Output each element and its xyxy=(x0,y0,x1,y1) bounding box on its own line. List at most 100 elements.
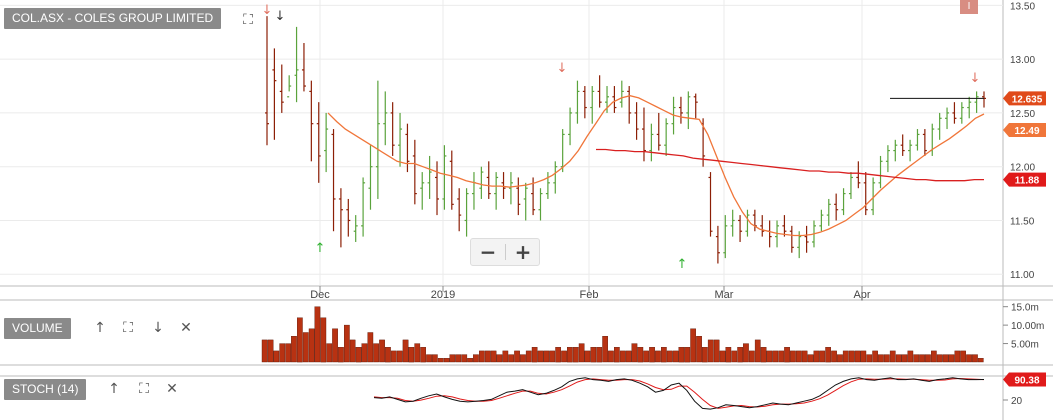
volume-bar xyxy=(396,350,403,363)
price-y-tick: 12.50 xyxy=(1010,109,1035,120)
expand-icon[interactable]: ⛶ xyxy=(243,12,253,28)
volume-bar xyxy=(819,350,826,363)
volume-bar xyxy=(931,350,937,363)
volume-bar xyxy=(308,328,315,363)
expand-icon[interactable]: ⛶ xyxy=(123,320,133,336)
ma-long-badge: 11.88 xyxy=(1015,176,1040,187)
ma-short-line xyxy=(327,95,985,237)
sell-signal-arrow: ↓ xyxy=(262,3,273,18)
volume-bar xyxy=(913,354,920,363)
price-y-tick: 11.50 xyxy=(1010,216,1035,227)
sell-signal-arrow: ↓ xyxy=(275,9,286,24)
volume-bar xyxy=(831,350,837,363)
arrow-up-icon[interactable]: ↑ xyxy=(108,381,120,397)
price-y-tick: 13.00 xyxy=(1010,55,1035,66)
x-tick-label: 2019 xyxy=(431,289,455,301)
volume-bar xyxy=(332,328,338,363)
volume-bar xyxy=(661,347,667,363)
volume-bar xyxy=(948,354,955,363)
volume-bar xyxy=(355,347,362,363)
volume-bar xyxy=(490,350,497,363)
volume-bar xyxy=(702,347,708,363)
volume-bar xyxy=(584,350,591,363)
stoch-k-line xyxy=(373,377,985,410)
volume-bar xyxy=(496,354,503,363)
volume-bar xyxy=(608,350,614,363)
volume-bar xyxy=(361,343,368,363)
close-icon[interactable]: ✕ xyxy=(166,381,178,397)
volume-bar xyxy=(297,317,303,363)
volume-bar xyxy=(619,350,626,363)
volume-bar xyxy=(285,343,292,363)
volume-bar xyxy=(966,354,972,363)
volume-bar xyxy=(637,347,644,363)
volume-bar xyxy=(467,358,473,363)
volume-bar xyxy=(707,339,714,363)
volume-bar xyxy=(314,306,321,363)
volume-bar xyxy=(408,347,415,363)
zoom-in-button[interactable]: + xyxy=(514,240,532,264)
volume-bar xyxy=(578,343,585,363)
volume-bar xyxy=(655,350,661,363)
volume-bar xyxy=(972,354,978,363)
volume-bar xyxy=(508,354,515,363)
volume-bar xyxy=(455,354,462,363)
arrow-down-icon[interactable]: ↓ xyxy=(152,320,164,336)
buy-signal-arrow: ↑ xyxy=(677,257,688,272)
volume-bar xyxy=(901,354,908,363)
volume-bar xyxy=(291,336,297,363)
volume-bar xyxy=(549,350,556,363)
x-tick-label: Feb xyxy=(580,289,599,301)
x-tick-label: Mar xyxy=(715,289,734,301)
zoom-out-button[interactable]: − xyxy=(479,240,497,264)
volume-bar xyxy=(977,358,984,363)
volume-bar xyxy=(543,350,550,363)
price-y-tick: 13.50 xyxy=(1010,1,1035,12)
expand-icon[interactable]: ⛶ xyxy=(139,381,149,397)
zoom-controls: − + xyxy=(470,238,540,266)
volume-bar xyxy=(884,354,890,363)
volume-bar xyxy=(326,343,333,363)
volume-bar xyxy=(672,350,679,363)
buy-signal-arrow: ↑ xyxy=(315,241,326,256)
volume-bar xyxy=(772,350,779,363)
volume-bar xyxy=(960,350,967,363)
close-icon[interactable]: ✕ xyxy=(180,320,192,336)
volume-bar xyxy=(426,354,432,363)
sell-signal-arrow: ↓ xyxy=(970,71,981,86)
volume-bar xyxy=(889,350,896,363)
volume-bar xyxy=(537,350,544,363)
volume-bar xyxy=(520,354,526,363)
symbol-label[interactable]: COL.ASX - COLES GROUP LIMITED xyxy=(4,8,222,29)
ma-long-line xyxy=(596,148,984,182)
stoch-label[interactable]: STOCH (14) xyxy=(4,379,87,400)
volume-bar xyxy=(484,350,491,363)
volume-bar xyxy=(696,336,702,363)
volume-bar xyxy=(690,328,697,363)
volume-bar xyxy=(825,347,832,363)
volume-bar xyxy=(760,347,767,363)
volume-bar xyxy=(719,350,726,363)
volume-bar xyxy=(572,347,579,363)
volume-bar xyxy=(784,347,790,363)
ma-short-badge: 12.49 xyxy=(1014,126,1039,137)
volume-bar xyxy=(443,358,450,363)
last-price-badge-bg xyxy=(1003,91,1046,106)
arrow-up-icon[interactable]: ↑ xyxy=(94,320,106,336)
info-button[interactable]: I xyxy=(960,0,978,14)
volume-bar xyxy=(837,354,843,363)
volume-bar xyxy=(866,354,873,363)
volume-bar xyxy=(872,350,879,363)
zoom-divider xyxy=(505,244,506,260)
volume-y-tick: 15.0m xyxy=(1011,303,1039,314)
volume-bar xyxy=(614,347,620,363)
volume-bar xyxy=(684,347,691,363)
volume-bar xyxy=(807,354,814,363)
volume-label[interactable]: VOLUME xyxy=(4,318,71,339)
x-tick-label: Apr xyxy=(853,289,870,301)
volume-bar xyxy=(437,358,444,363)
stoch-badge-bg xyxy=(1003,372,1046,387)
volume-bar xyxy=(267,339,274,363)
volume-bar xyxy=(749,350,755,363)
